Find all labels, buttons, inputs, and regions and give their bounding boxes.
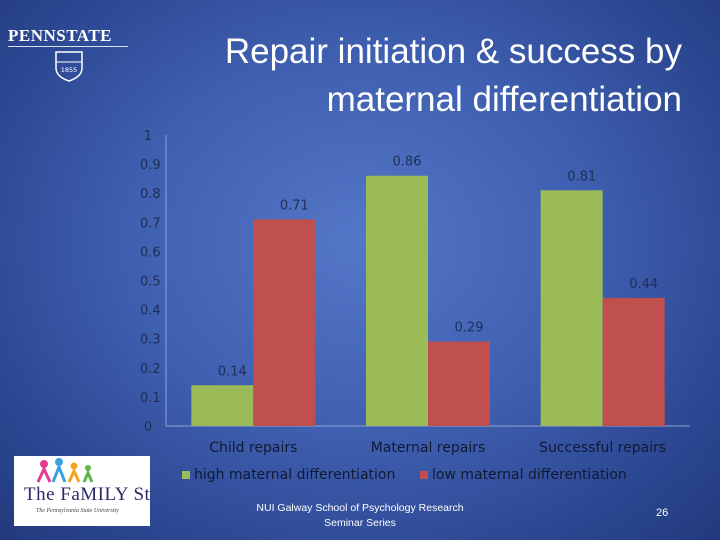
bar — [540, 190, 603, 426]
y-tick-label: 0.4 — [140, 304, 161, 319]
y-tick-label: 0.8 — [140, 187, 161, 202]
data-label: 0.86 — [393, 155, 422, 170]
slide-title-line2: maternal differentiation — [326, 80, 682, 119]
footer-line2: Seminar Series — [324, 517, 396, 529]
y-tick-label: 0.9 — [140, 158, 161, 173]
slide-title-line1: Repair initiation & success by — [224, 32, 682, 71]
bar — [253, 219, 316, 426]
x-tick-label: Maternal repairs — [371, 440, 486, 456]
x-tick-label: Child repairs — [209, 440, 297, 456]
legend-label: low maternal differentiation — [432, 467, 627, 483]
bar — [366, 175, 428, 426]
family-logo-text: The FaMILY Study — [24, 484, 150, 505]
footer-text: NUI Galway School of Psychology Research… — [240, 501, 480, 531]
y-tick-label: 0.7 — [140, 216, 161, 231]
data-label: 0.71 — [280, 198, 309, 213]
slide-title: Repair initiation & success by maternal … — [162, 28, 682, 124]
footer-line1: NUI Galway School of Psychology Research — [256, 502, 464, 514]
y-tick-label: 0.2 — [140, 362, 161, 377]
bar — [602, 297, 665, 426]
y-tick-label: 0.1 — [140, 391, 161, 406]
bar — [191, 385, 254, 426]
logo-year: 1855 — [61, 66, 78, 74]
legend-label: high maternal differentiation — [194, 467, 395, 483]
data-label: 0.44 — [629, 277, 658, 292]
family-logo-subtitle: The Pennsylvania State University — [36, 508, 119, 514]
pennstate-logo-text: PENNSTATE — [8, 26, 113, 45]
y-tick-label: 0.5 — [140, 275, 161, 290]
y-tick-label: 0.3 — [140, 333, 161, 348]
family-study-logo: The FaMILY Study The Pennsylvania State … — [14, 456, 150, 526]
page-number: 26 — [656, 507, 669, 519]
y-tick-label: 0.6 — [140, 245, 161, 260]
pennstate-logo: PENNSTATE 1855 — [8, 26, 133, 86]
family-figures-icon — [36, 458, 94, 483]
y-tick-label: 0 — [144, 420, 152, 435]
legend-swatch — [420, 471, 428, 479]
shield-icon: 1855 — [55, 51, 83, 82]
x-tick-label: Successful repairs — [539, 440, 666, 456]
data-label: 0.29 — [455, 321, 484, 336]
bar — [428, 341, 490, 426]
data-label: 0.81 — [567, 169, 596, 184]
legend-swatch — [182, 471, 190, 479]
y-tick-label: 1 — [144, 129, 152, 144]
data-label: 0.14 — [218, 364, 247, 379]
logo-rule — [8, 46, 128, 47]
